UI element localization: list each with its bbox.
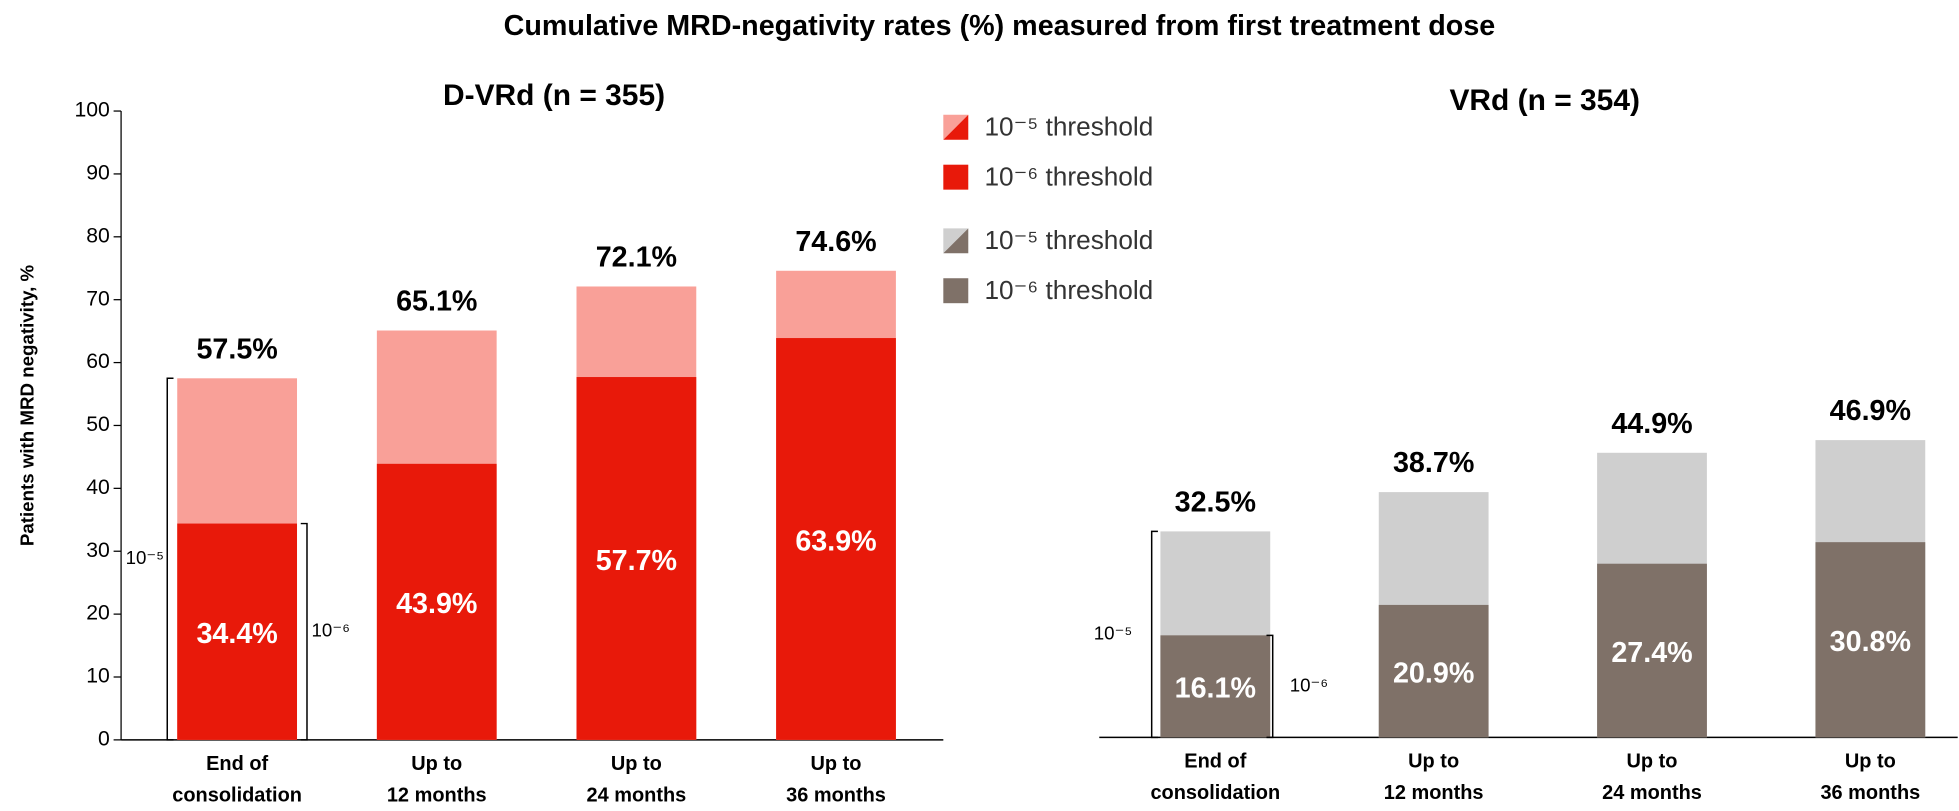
x-tick-label: consolidation	[1150, 782, 1280, 804]
legend-label: 10⁻⁵ threshold	[984, 111, 1153, 141]
value-label: 44.9%	[1611, 408, 1692, 440]
bar	[776, 338, 896, 740]
bar	[376, 463, 497, 740]
y-tick-label: 20	[86, 602, 110, 625]
panel-title: D-VRd (n = 355)	[443, 79, 665, 112]
bracket	[1266, 634, 1274, 739]
annotation: 10⁻⁵	[1094, 622, 1132, 643]
y-tick-label: 50	[86, 413, 110, 436]
bracket	[166, 377, 174, 741]
y-tick-label: 100	[74, 99, 109, 122]
y-tick-label: 70	[86, 287, 110, 310]
x-tick-label: Up to	[611, 753, 662, 775]
x-tick-label: 24 months	[586, 784, 686, 806]
bar	[1815, 542, 1926, 738]
value-label: 65.1%	[396, 286, 477, 318]
annotation: 10⁻⁵	[126, 547, 164, 568]
value-label: 34.4%	[196, 618, 277, 650]
y-tick-label: 0	[98, 727, 110, 750]
x-tick-label: 24 months	[1602, 782, 1702, 804]
x-tick-label: 12 months	[1384, 782, 1484, 804]
value-label: 46.9%	[1830, 395, 1911, 427]
y-tick-label: 90	[86, 162, 110, 185]
bar	[1597, 563, 1707, 738]
y-axis-label: Patients with MRD negativity, %	[17, 264, 38, 546]
x-tick-label: Up to	[1408, 751, 1459, 773]
legend-label: 10⁻⁶ threshold	[984, 161, 1153, 191]
y-tick-label: 80	[86, 224, 110, 247]
value-label: 27.4%	[1611, 637, 1692, 669]
x-tick-label: End of	[206, 753, 268, 775]
bar	[177, 523, 298, 740]
x-tick-label: 36 months	[1820, 782, 1920, 804]
y-tick-label: 30	[86, 539, 110, 562]
annotation: 10⁻⁶	[1290, 674, 1328, 695]
bracket	[1150, 530, 1158, 739]
x-tick-label: Up to	[1845, 751, 1896, 773]
value-label: 30.8%	[1830, 626, 1911, 658]
y-tick-label: 10	[86, 665, 110, 688]
annotation: 10⁻⁶	[312, 620, 350, 641]
y-tick-label: 60	[86, 350, 110, 373]
x-tick-label: 12 months	[387, 784, 487, 806]
value-label: 57.7%	[596, 545, 677, 577]
legend-swatch	[943, 164, 969, 190]
value-label: 20.9%	[1393, 657, 1474, 689]
legend-swatch	[943, 114, 969, 140]
panel-title: VRd (n = 354)	[1449, 84, 1640, 117]
x-tick-label: Up to	[411, 753, 462, 775]
value-label: 74.6%	[795, 226, 876, 258]
x-tick-label: 36 months	[786, 784, 886, 806]
x-tick-label: Up to	[811, 753, 862, 775]
value-label: 63.9%	[795, 525, 876, 557]
value-label: 43.9%	[396, 588, 477, 620]
x-tick-label: consolidation	[172, 784, 302, 806]
bar	[1160, 635, 1271, 738]
value-label: 32.5%	[1175, 487, 1256, 519]
chart-title: Cumulative MRD-negativity rates (%) meas…	[504, 10, 1496, 42]
legend-swatch	[943, 228, 969, 254]
bracket	[300, 522, 308, 741]
value-label: 16.1%	[1175, 673, 1256, 705]
legend-swatch	[943, 278, 969, 304]
x-tick-label: Up to	[1627, 751, 1678, 773]
y-tick-label: 40	[86, 476, 110, 499]
legend-label: 10⁻⁵ threshold	[984, 225, 1153, 255]
value-label: 72.1%	[596, 242, 677, 274]
legend-label: 10⁻⁶ threshold	[984, 275, 1153, 305]
value-label: 57.5%	[196, 333, 277, 365]
x-tick-label: End of	[1184, 751, 1246, 773]
value-label: 38.7%	[1393, 447, 1474, 479]
bar	[576, 377, 697, 740]
bar	[1378, 604, 1489, 738]
